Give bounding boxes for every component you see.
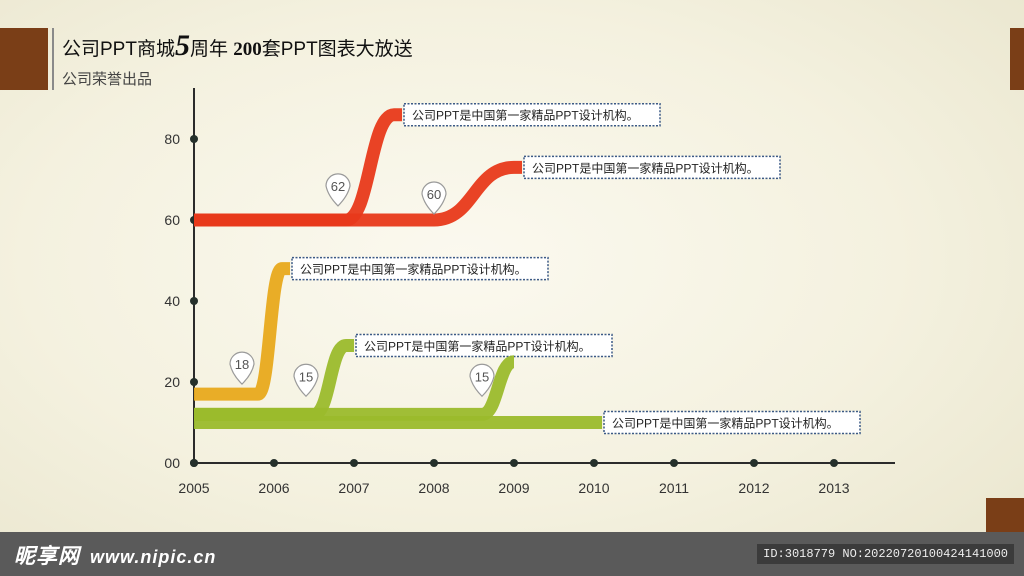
x-tick-dot	[430, 459, 438, 467]
series-red-ribbon	[194, 108, 402, 227]
title-bold-number: 200	[233, 39, 262, 60]
y-tick-label: 20	[164, 374, 180, 390]
series-label-text: 公司PPT是中国第一家精品PPT设计机构。	[300, 262, 527, 277]
x-tick-dot	[510, 459, 518, 467]
x-tick-label: 2006	[258, 480, 289, 496]
y-tick-dot	[190, 135, 198, 143]
x-tick-label: 2013	[818, 480, 849, 496]
value-pin-label: 15	[475, 369, 489, 384]
series-orange-ribbon	[194, 262, 290, 401]
series-green-ribbon	[194, 355, 517, 421]
title-divider	[52, 28, 54, 90]
x-tick-label: 2010	[578, 480, 609, 496]
footer-url: www.nipic.cn	[90, 547, 217, 567]
title-part1: 公司PPT商城	[62, 39, 175, 60]
x-tick-dot	[750, 459, 758, 467]
y-tick-label: 60	[164, 212, 180, 228]
y-tick-label: 40	[164, 293, 180, 309]
series-label-text: 公司PPT是中国第一家精品PPT设计机构。	[364, 339, 591, 354]
x-tick-label: 2012	[738, 480, 769, 496]
value-pin-label: 15	[299, 369, 313, 384]
x-tick-label: 2009	[498, 480, 529, 496]
series-label-text: 公司PPT是中国第一家精品PPT设计机构。	[412, 108, 639, 123]
y-tick-dot	[190, 297, 198, 305]
value-pin-label: 60	[427, 187, 441, 202]
y-tick-label: 80	[164, 131, 180, 147]
footer-bar: 昵享网 www.nipic.cn ID:3018779 NO:2022072010…	[0, 532, 1024, 576]
value-pin-marker	[469, 363, 495, 398]
footer-id: ID:3018779 NO:20220720100424141000	[757, 544, 1014, 564]
right-accent-bar	[1010, 28, 1024, 90]
x-tick-label: 2008	[418, 480, 449, 496]
value-pin-marker	[229, 351, 255, 385]
y-tick-label: 00	[164, 455, 180, 471]
value-pin-label: 18	[235, 357, 249, 372]
x-tick-label: 2005	[178, 480, 209, 496]
footer-brand: 昵享网 www.nipic.cn	[14, 540, 216, 570]
series-label-box	[355, 333, 613, 358]
x-tick-dot	[830, 459, 838, 467]
series-label-box	[291, 256, 549, 281]
y-tick-dot	[190, 378, 198, 386]
series-red-ribbon	[194, 160, 522, 227]
series-label-text: 公司PPT是中国第一家精品PPT设计机构。	[532, 160, 759, 175]
series-label-box	[403, 102, 661, 127]
page-title: 公司PPT商城5周年 200套PPT图表大放送	[62, 31, 413, 61]
title-big-number: 5	[174, 29, 190, 62]
title-part2: 周年	[189, 39, 234, 60]
value-pin-marker	[293, 363, 319, 398]
footer-brand-name: 昵享网	[14, 545, 80, 568]
page-subtitle: 公司荣誉出品	[62, 71, 153, 88]
value-pin-marker	[325, 173, 351, 207]
x-tick-dot	[670, 459, 678, 467]
x-tick-dot	[350, 459, 358, 467]
value-pin-label: 62	[331, 179, 345, 194]
value-pin-marker	[421, 181, 447, 215]
x-tick-label: 2007	[338, 480, 369, 496]
series-label-text: 公司PPT是中国第一家精品PPT设计机构。	[612, 416, 839, 431]
x-tick-dot	[270, 459, 278, 467]
x-tick-dot	[590, 459, 598, 467]
title-accent-bar	[0, 28, 48, 90]
series-label-box	[523, 155, 781, 180]
x-tick-label: 2011	[659, 480, 689, 496]
series-label-box	[603, 410, 861, 435]
x-tick-dot	[190, 459, 198, 467]
title-part3: 套PPT图表大放送	[261, 39, 413, 60]
next-slide-tab[interactable]	[986, 498, 1024, 532]
